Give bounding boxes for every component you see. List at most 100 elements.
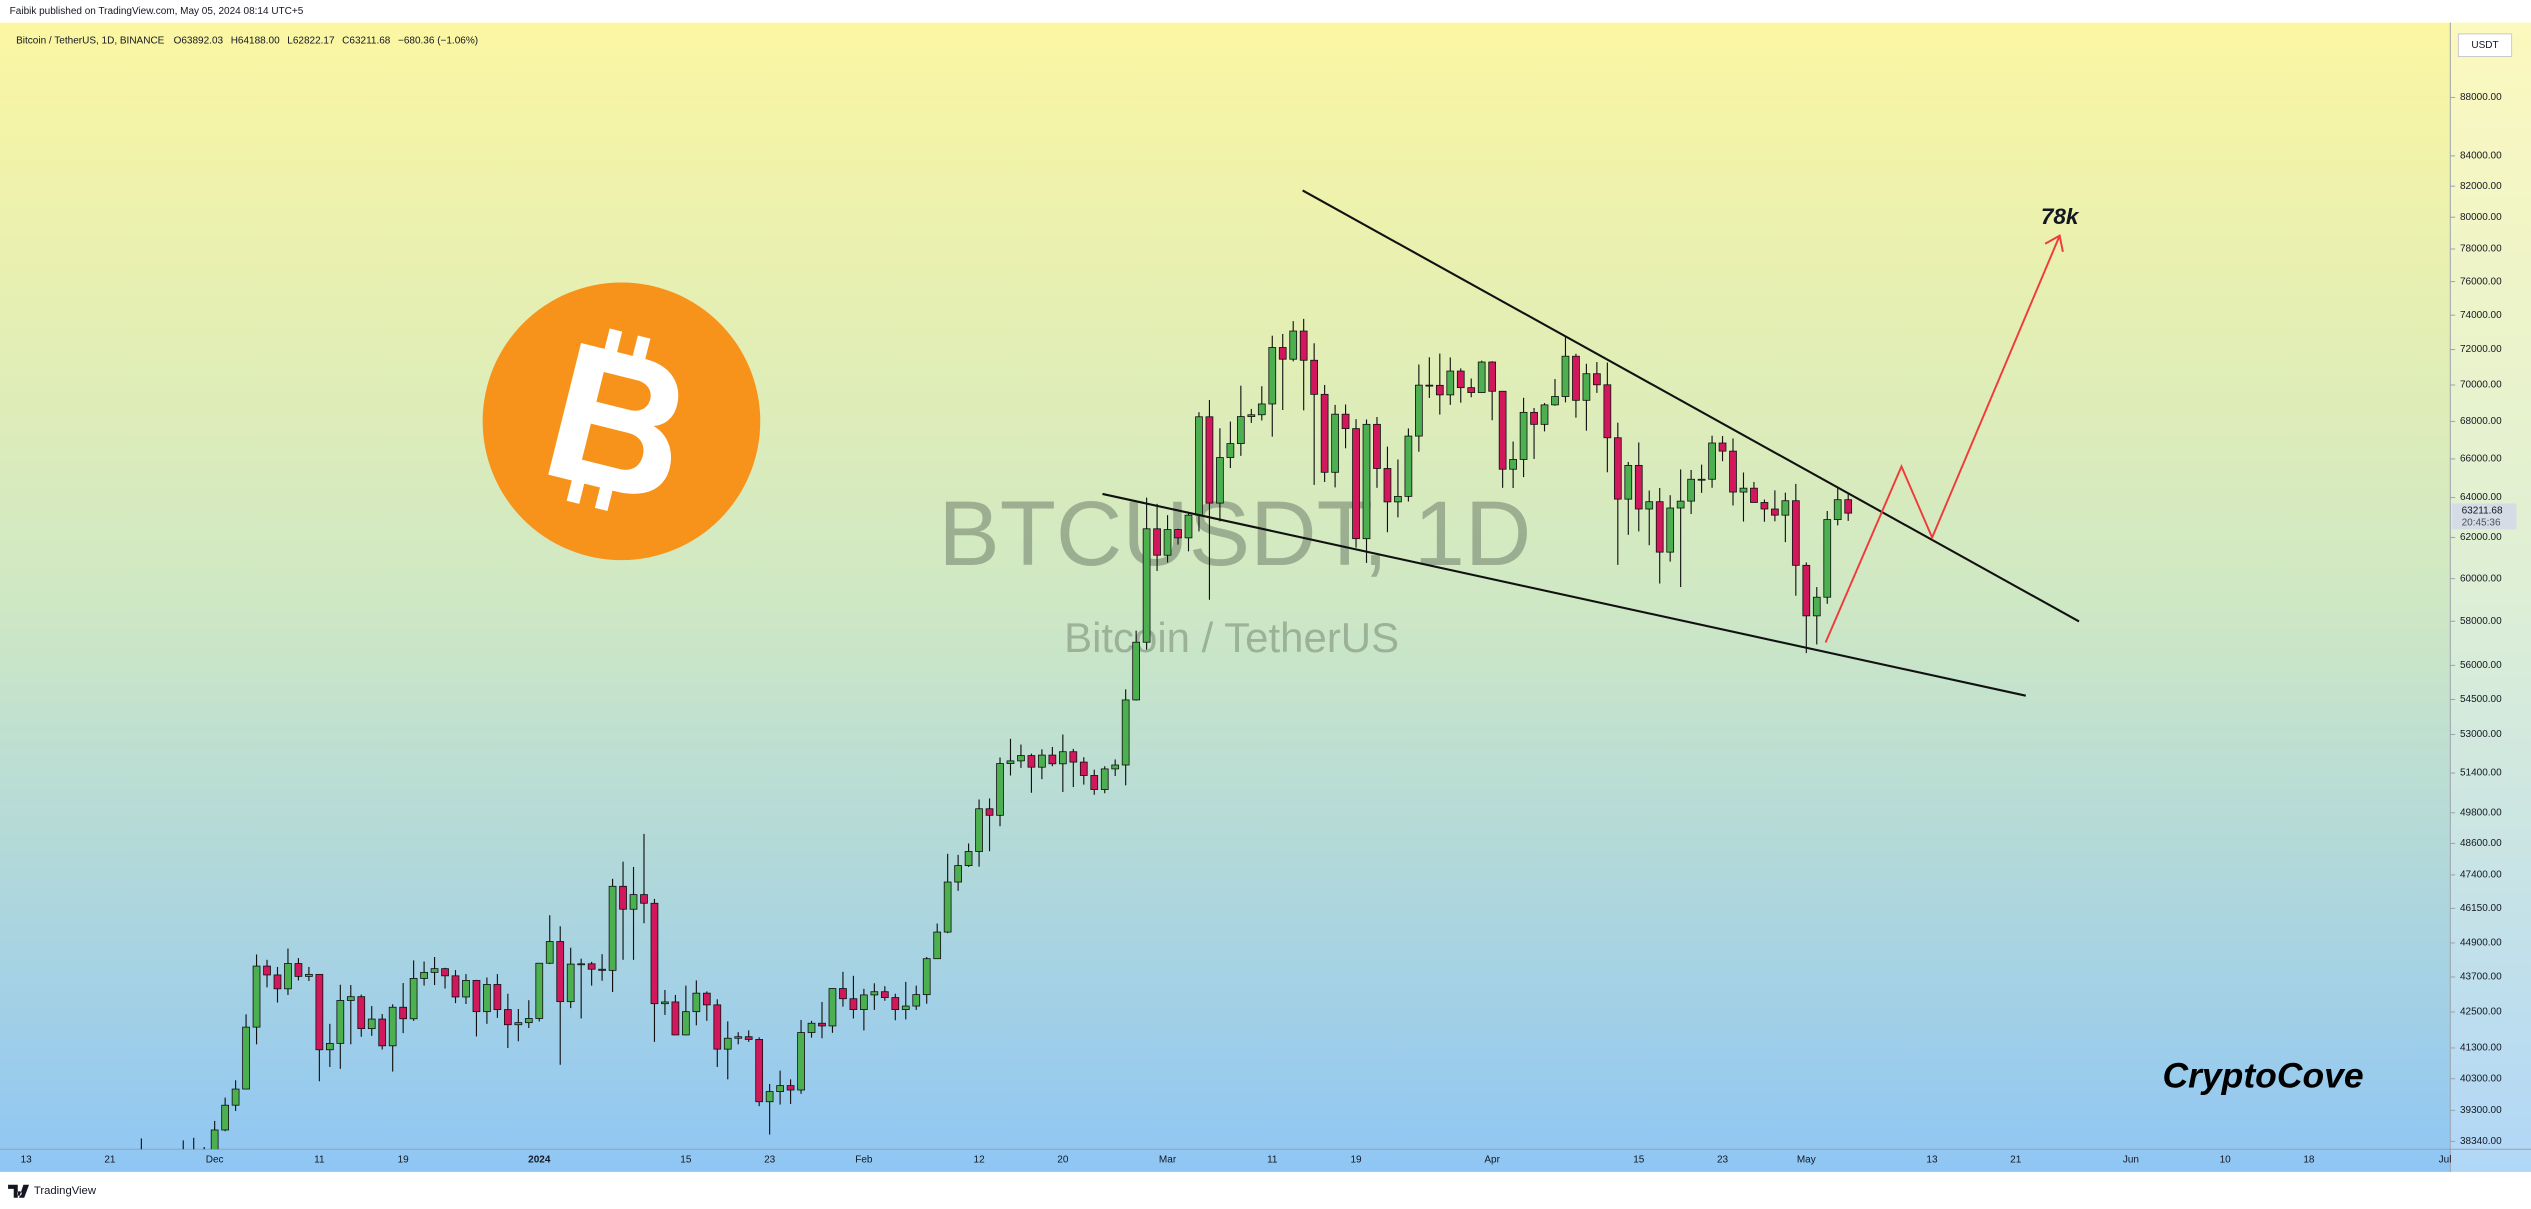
- candle-body: [294, 963, 303, 977]
- candles: [140, 318, 1853, 1150]
- candle-body: [1048, 754, 1057, 765]
- candle-body: [1090, 775, 1099, 790]
- candle-body: [828, 988, 837, 1027]
- candle-body: [786, 1085, 795, 1091]
- candle-body: [807, 1022, 816, 1033]
- candle-body: [1823, 519, 1832, 598]
- high-value: H64188.00: [231, 35, 280, 46]
- y-tick-label: 46150.00: [2460, 903, 2502, 914]
- candle-body: [462, 980, 470, 998]
- y-tick-label: 49800.00: [2460, 807, 2502, 818]
- x-tick-label: 15: [1633, 1154, 1645, 1165]
- candle-body: [1058, 751, 1067, 765]
- candle-body: [1613, 437, 1622, 500]
- x-tick-label: 2024: [528, 1154, 551, 1165]
- candle-body: [1655, 501, 1664, 553]
- projection-path: [1824, 235, 2061, 643]
- candle-body: [1205, 416, 1214, 504]
- candle-body: [839, 988, 847, 1000]
- candle-body: [922, 958, 931, 996]
- candle-body: [1299, 330, 1308, 361]
- candle-body: [535, 962, 544, 1019]
- countdown-label: 20:45:36: [2462, 517, 2501, 528]
- candle-body: [1362, 423, 1371, 540]
- candle-body: [860, 994, 868, 1010]
- candle-body: [483, 984, 491, 1013]
- footer: TradingView: [8, 1184, 97, 1198]
- candle-body: [1404, 435, 1413, 497]
- currency-label: USDT: [2471, 40, 2498, 51]
- candle-body: [1666, 507, 1675, 553]
- lower-trendline: [1102, 492, 2026, 697]
- y-tick-label: 62000.00: [2460, 532, 2502, 543]
- x-tick-label: 12: [974, 1154, 986, 1165]
- candle-body: [1100, 768, 1109, 790]
- candle-body: [1027, 755, 1036, 768]
- candle-body: [1530, 411, 1538, 425]
- x-tick-label: May: [1797, 1154, 1816, 1165]
- x-tick-label: 23: [764, 1154, 776, 1165]
- candle-body: [284, 963, 292, 990]
- candle-body: [608, 885, 617, 971]
- plot-background: [0, 22, 2531, 1172]
- candle-body: [1341, 413, 1350, 430]
- candle-body: [650, 902, 659, 1005]
- y-tick-label: 64000.00: [2460, 492, 2502, 503]
- change-value: −680.36 (−1.06%): [398, 35, 478, 46]
- candle-body: [1645, 501, 1654, 510]
- candle-body: [1624, 464, 1633, 500]
- candle-body: [1634, 464, 1643, 510]
- candle-body: [1739, 487, 1748, 493]
- candle-body: [1812, 596, 1821, 617]
- candle-body: [985, 808, 994, 816]
- y-tick-label: 60000.00: [2460, 573, 2502, 584]
- candle-body: [242, 1026, 250, 1090]
- last-price-box: [2451, 503, 2517, 530]
- candle-body: [1802, 564, 1811, 617]
- candle-body: [1352, 428, 1360, 540]
- footer-brand: TradingView: [34, 1185, 97, 1197]
- candle-body: [1498, 390, 1507, 470]
- candle-body: [1006, 760, 1015, 764]
- candle-body: [1687, 478, 1695, 502]
- candle-body: [441, 968, 449, 977]
- candle-body: [273, 974, 282, 990]
- candle-body: [556, 941, 565, 1003]
- candle-body: [1697, 478, 1706, 481]
- candle-body: [996, 763, 1004, 816]
- close-value: C63211.68: [342, 35, 391, 46]
- y-tick-label: 51400.00: [2460, 768, 2502, 779]
- candle-body: [566, 963, 575, 1003]
- open-value: O63892.03: [174, 35, 224, 46]
- candle-body: [409, 978, 418, 1020]
- candle-body: [1121, 699, 1130, 766]
- candle-body: [619, 885, 627, 910]
- x-tick-label: Mar: [1159, 1154, 1177, 1165]
- candle-body: [315, 973, 324, 1051]
- candle-body: [1226, 443, 1235, 458]
- candle-body: [524, 1018, 533, 1024]
- candle-body: [1184, 514, 1193, 539]
- candle-body: [1593, 373, 1601, 386]
- target-annotation: 78k: [2041, 204, 2080, 229]
- x-tick-label: 10: [2220, 1154, 2232, 1165]
- y-tick-label: 80000.00: [2460, 212, 2502, 223]
- candle-body: [305, 973, 313, 977]
- last-price-label: 63211.68: [2462, 505, 2503, 516]
- bitcoin-logo: [482, 282, 761, 561]
- candle-body: [1320, 393, 1329, 473]
- candle-body: [1278, 347, 1287, 360]
- candle-body: [1017, 755, 1025, 762]
- candle-body: [545, 941, 554, 964]
- candle-body: [1289, 330, 1298, 360]
- x-tick-label: 19: [398, 1154, 410, 1165]
- candle-body: [734, 1036, 743, 1039]
- symbol-line: Bitcoin / TetherUS, 1D, BINANCE O63892.0…: [16, 35, 478, 46]
- candle-body: [325, 1042, 334, 1051]
- candle-body: [1383, 468, 1392, 503]
- candle-body: [1771, 508, 1779, 516]
- candle-body: [598, 968, 606, 971]
- candle-body: [755, 1039, 764, 1103]
- x-tick-label: Feb: [855, 1154, 873, 1165]
